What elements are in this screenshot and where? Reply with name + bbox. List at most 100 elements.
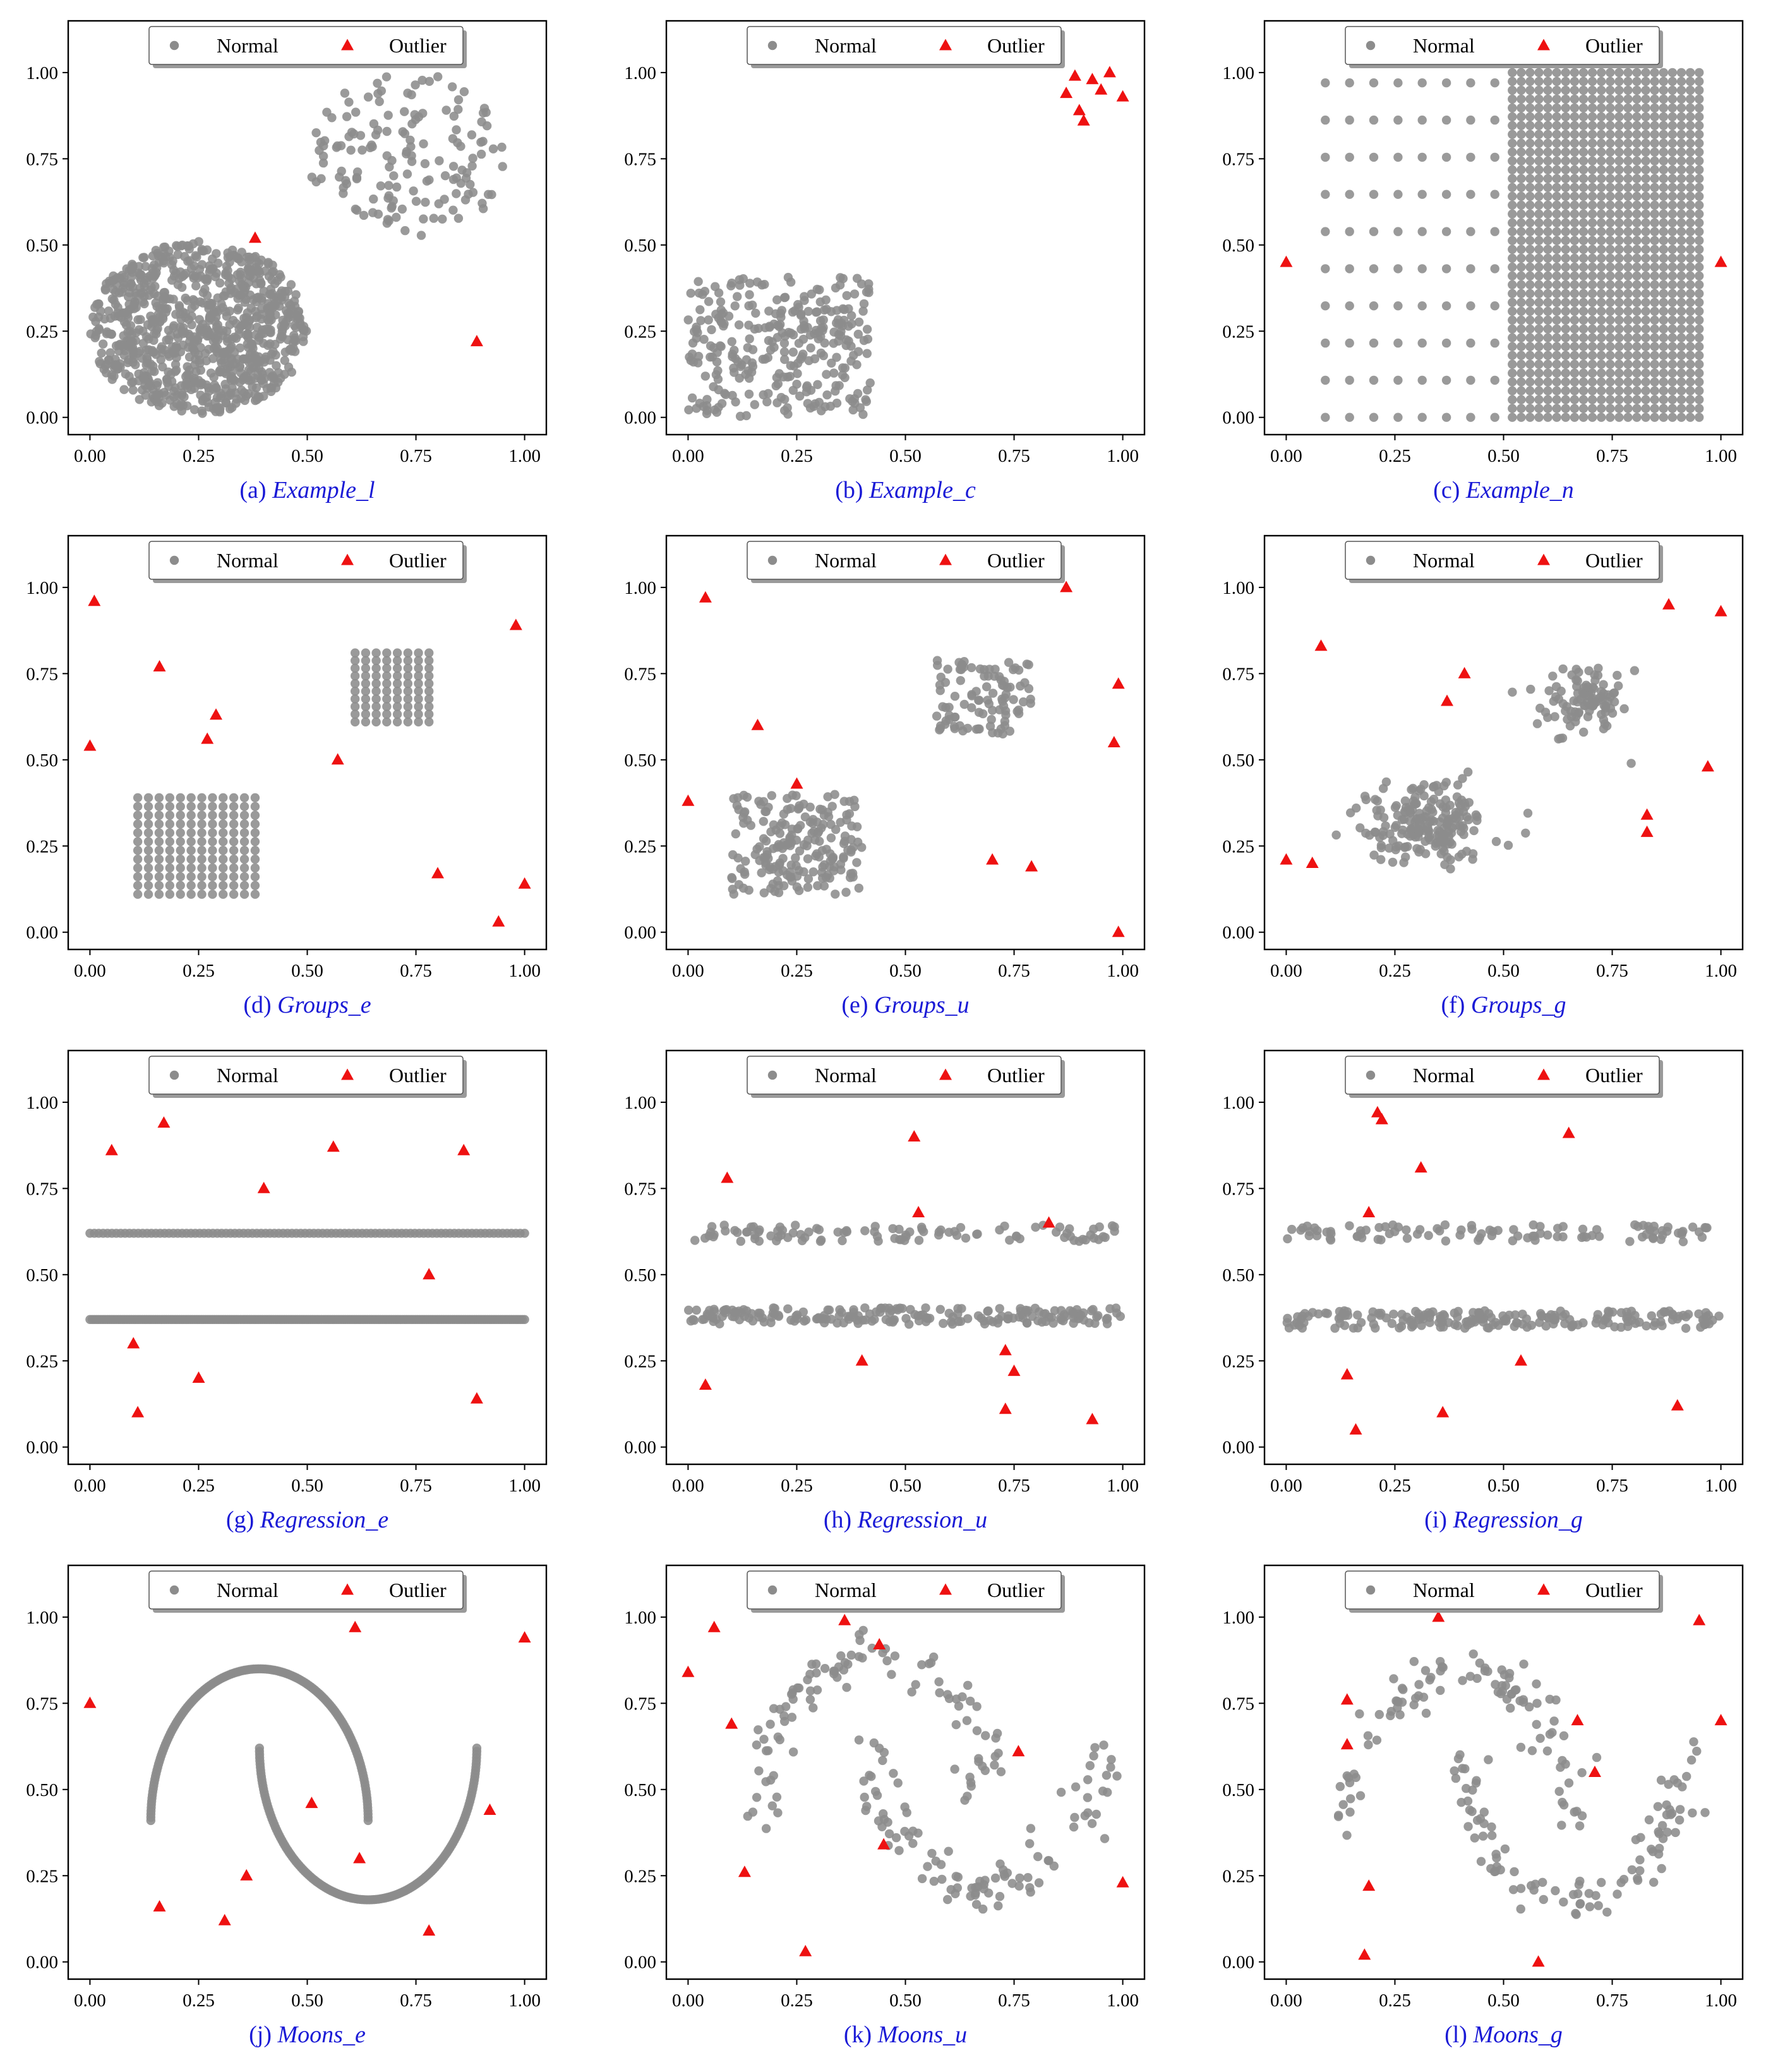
- normal-point: [229, 793, 239, 803]
- y-tick-label: 1.00: [1222, 578, 1254, 598]
- normal-point: [1695, 191, 1704, 201]
- normal-point: [1597, 68, 1606, 78]
- normal-point: [1578, 218, 1589, 227]
- normal-point: [1525, 76, 1535, 87]
- normal-point: [1678, 1237, 1688, 1246]
- normal-point: [1685, 103, 1695, 113]
- normal-point: [1517, 147, 1526, 157]
- normal-point: [225, 320, 234, 330]
- normal-point: [1525, 324, 1535, 334]
- normal-point: [1534, 94, 1544, 104]
- normal-point: [890, 1651, 900, 1661]
- normal-point: [1441, 778, 1451, 787]
- normal-point: [1695, 315, 1704, 325]
- normal-point: [187, 303, 196, 313]
- normal-point: [750, 400, 760, 409]
- normal-point: [239, 810, 249, 820]
- normal-point: [1561, 191, 1570, 201]
- normal-point: [211, 341, 220, 351]
- normal-point: [1508, 236, 1517, 245]
- normal-point: [810, 399, 820, 409]
- normal-point: [1393, 413, 1403, 422]
- normal-point: [1659, 262, 1668, 272]
- normal-point: [831, 381, 841, 390]
- normal-point: [1676, 200, 1686, 210]
- normal-point: [1425, 1318, 1434, 1327]
- normal-point: [126, 279, 136, 289]
- normal-point: [1508, 209, 1517, 219]
- normal-point: [826, 849, 835, 858]
- normal-point: [361, 687, 371, 696]
- y-tick-label: 0.50: [26, 750, 58, 771]
- normal-point: [1597, 413, 1606, 422]
- normal-point: [1695, 395, 1704, 404]
- normal-point: [219, 349, 228, 358]
- outlier-point: [707, 1620, 721, 1632]
- normal-point: [1525, 85, 1535, 95]
- normal-point: [1688, 1222, 1698, 1232]
- normal-point: [1508, 262, 1517, 272]
- subplot-d: 0.00 0.25 0.50 0.75 1.000.000.250.500.751.00…: [26, 534, 548, 1018]
- normal-point: [1573, 689, 1583, 698]
- normal-point: [1490, 264, 1499, 274]
- outlier-point: [725, 1717, 738, 1729]
- outlier-point: [1436, 1406, 1450, 1418]
- normal-point: [1458, 774, 1467, 783]
- normal-point: [123, 327, 133, 337]
- normal-point: [1517, 174, 1526, 183]
- normal-point: [143, 889, 153, 899]
- normal-point: [797, 1236, 807, 1246]
- normal-point: [803, 306, 814, 316]
- x-tick-label: 0.75: [1596, 961, 1628, 981]
- normal-point: [1650, 209, 1659, 219]
- normal-point: [1659, 138, 1668, 148]
- normal-point: [1321, 78, 1330, 88]
- normal-point: [206, 368, 216, 378]
- normal-point: [1526, 684, 1535, 694]
- subplot-j: 0.00 0.25 0.50 0.75 1.000.000.250.500.751.00…: [26, 1564, 548, 2048]
- normal-point: [382, 656, 392, 665]
- normal-point: [1632, 94, 1642, 104]
- normal-point: [1685, 253, 1695, 263]
- normal-point: [1508, 306, 1517, 316]
- normal-point: [200, 284, 210, 294]
- normal-point: [290, 335, 299, 345]
- normal-point: [1659, 271, 1668, 280]
- normal-point: [159, 256, 169, 266]
- normal-point: [1597, 200, 1606, 210]
- normal-point: [1443, 816, 1453, 825]
- normal-point: [240, 395, 249, 406]
- normal-point: [1517, 359, 1526, 369]
- normal-point: [759, 834, 769, 843]
- normal-point: [1543, 298, 1553, 307]
- normal-point: [1650, 342, 1659, 351]
- normal-point: [1508, 200, 1517, 210]
- normal-point: [1597, 76, 1606, 87]
- normal-point: [1534, 200, 1544, 210]
- normal-point: [1667, 174, 1678, 183]
- normal-point: [780, 394, 790, 404]
- outlier-point: [908, 1130, 921, 1141]
- normal-point: [1632, 342, 1642, 351]
- normal-point: [834, 1311, 844, 1320]
- normal-point: [1369, 190, 1379, 199]
- normal-point: [1676, 191, 1686, 201]
- subplot-e: 0.00 0.25 0.50 0.75 1.000.000.250.500.751.00…: [624, 534, 1146, 1018]
- normal-point: [1614, 174, 1624, 183]
- normal-point: [1695, 253, 1704, 263]
- normal-point: [1584, 666, 1594, 676]
- normal-point: [361, 709, 371, 719]
- normal-point: [250, 881, 260, 891]
- normal-point: [478, 108, 488, 117]
- normal-point: [1632, 103, 1642, 113]
- normal-point: [1614, 183, 1624, 192]
- normal-point: [1695, 85, 1704, 95]
- normal-point: [1584, 691, 1594, 701]
- normal-point: [1561, 306, 1570, 316]
- normal-point: [822, 304, 831, 314]
- normal-point: [805, 330, 815, 340]
- normal-point: [752, 1740, 762, 1750]
- normal-point: [285, 345, 294, 355]
- normal-point: [440, 195, 449, 204]
- normal-point: [1650, 253, 1659, 263]
